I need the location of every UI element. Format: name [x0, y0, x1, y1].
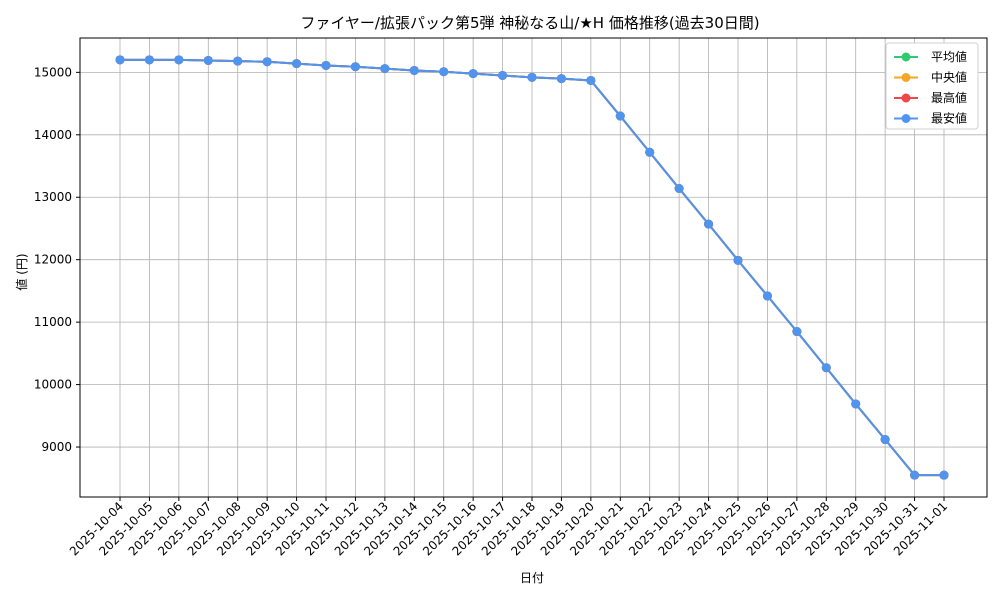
data-point — [174, 55, 184, 65]
data-point — [851, 399, 861, 409]
x-axis-label: 日付 — [520, 571, 544, 585]
series-layer — [115, 55, 949, 480]
data-point — [380, 64, 390, 74]
data-point — [350, 62, 360, 72]
data-point — [409, 65, 419, 75]
legend-marker — [901, 93, 911, 103]
data-point — [321, 60, 331, 70]
data-point — [262, 57, 272, 67]
data-point — [586, 75, 596, 85]
y-tick-label: 14000 — [34, 128, 72, 142]
y-tick-label: 15000 — [34, 65, 72, 79]
data-point — [762, 291, 772, 301]
legend-label: 最高値 — [931, 90, 967, 105]
legend-box — [885, 42, 979, 130]
y-tick-label: 13000 — [34, 190, 72, 204]
data-point — [439, 67, 449, 77]
data-point — [939, 470, 949, 480]
y-tick-label: 11000 — [34, 315, 72, 329]
y-axis-label: 値 (円) — [14, 253, 29, 290]
data-point — [556, 74, 566, 84]
data-point — [821, 363, 831, 373]
data-point — [203, 55, 213, 65]
legend-marker — [901, 73, 911, 82]
plot-frame — [79, 37, 988, 498]
y-tick-label: 10000 — [34, 378, 72, 392]
data-point — [615, 111, 625, 121]
legend-marker — [901, 52, 911, 62]
data-point — [880, 435, 890, 445]
chart-title: ファイヤー/拡張パック第5弾 神秘なる山/★H 価格推移(過去30日間) — [300, 14, 759, 32]
data-point — [645, 147, 655, 157]
y-tick-label: 12000 — [34, 253, 72, 267]
data-point — [704, 219, 714, 229]
legend-label: 平均値 — [931, 49, 967, 64]
legend-label: 最安値 — [931, 111, 967, 126]
data-point — [910, 470, 920, 480]
data-point — [498, 70, 508, 80]
y-tick-label: 9000 — [41, 440, 72, 454]
data-point — [292, 59, 302, 69]
data-point — [527, 72, 537, 82]
axes-layer: 2025-10-042025-10-052025-10-062025-10-07… — [34, 37, 988, 558]
data-point — [468, 69, 478, 79]
data-point — [144, 55, 154, 65]
data-point — [115, 55, 125, 65]
data-point — [674, 184, 684, 194]
grid-layer — [80, 38, 987, 497]
data-point — [233, 56, 243, 66]
legend-label: 中央値 — [931, 70, 967, 85]
legend-marker — [901, 114, 911, 123]
data-point — [733, 255, 743, 265]
data-point — [792, 327, 802, 337]
